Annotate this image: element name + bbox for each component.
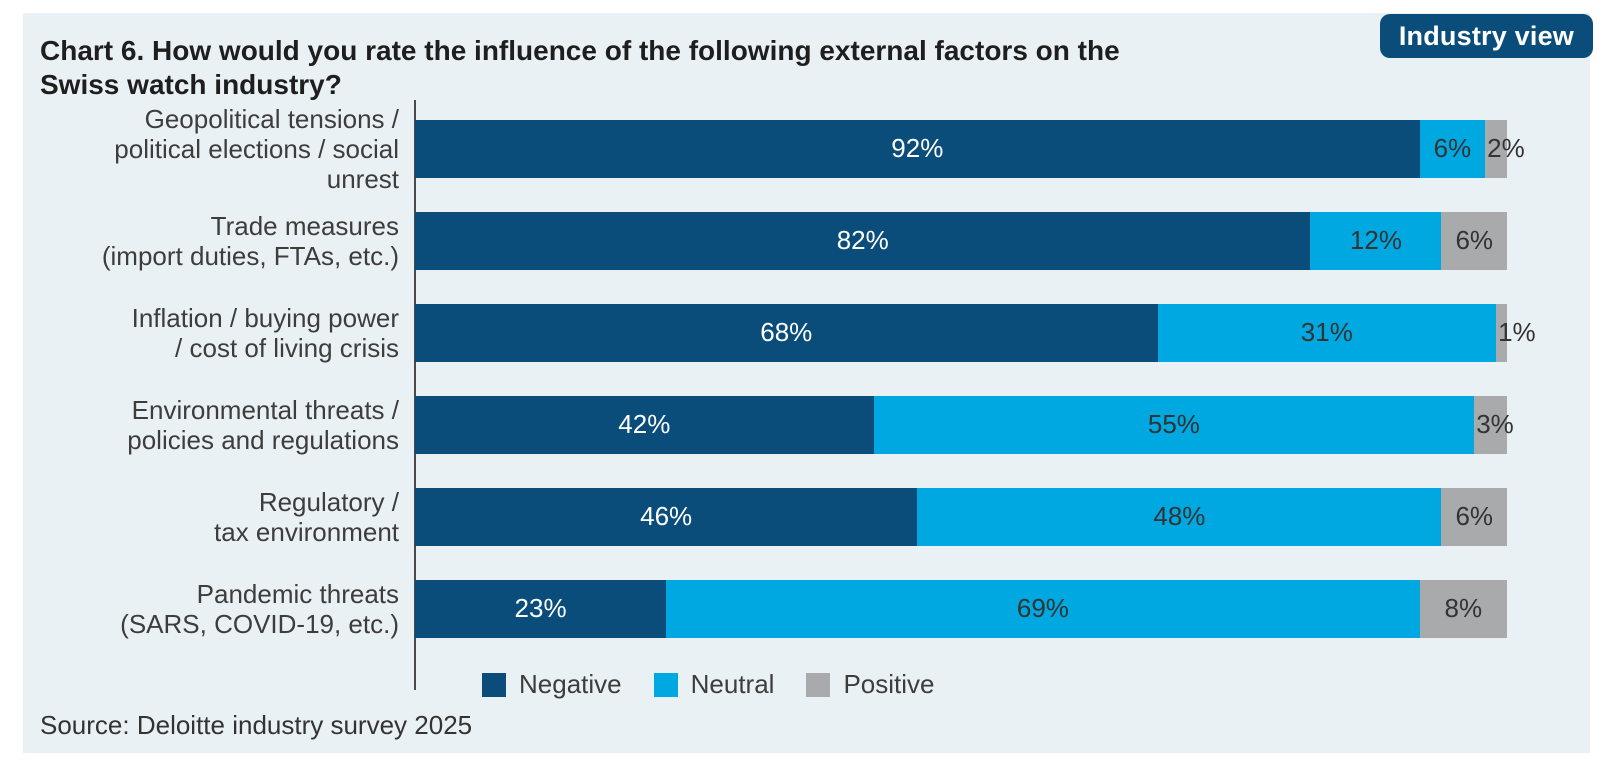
value-label: 69% [1016,592,1069,623]
bar-segment-negative: 82% [415,212,1311,270]
legend-label: Positive [843,669,935,699]
chart-card: Industry view Chart 6. How would you rat… [23,13,1593,753]
stacked-bar: 92% 6% 2% [415,120,1525,178]
chart-title: Chart 6. How would you rate the influenc… [40,34,1120,102]
bar-segment-positive: 8% [1419,580,1507,638]
category-label: Trade measures (import duties, FTAs, etc… [101,211,399,271]
value-label: 8% [1444,592,1483,623]
legend-label: Negative [519,669,622,699]
bar-segment-neutral: 31% [1157,304,1497,362]
chart-row: Pandemic threats (SARS, COVID-19, etc.) 2… [40,563,1507,655]
legend-swatch-negative [482,672,506,697]
chart-title-line-2: Swiss watch industry? [40,69,342,100]
bar-segment-neutral: 55% [873,396,1475,454]
category-label: Pandemic threats (SARS, COVID-19, etc.) [120,579,399,639]
bar-segment-negative: 42% [415,396,874,454]
stacked-bar: 46% 48% 6% [415,488,1507,546]
bar-segment-positive: 1% [1496,304,1536,362]
bar-segment-neutral: 48% [917,488,1442,546]
chart-title-line-1: Chart 6. How would you rate the influenc… [40,35,1120,66]
stacked-bar: 68% 31% 1% [415,304,1536,362]
value-label: 46% [640,500,693,531]
value-label: 2% [1487,132,1525,163]
category-label: Environmental threats / policies and reg… [127,395,399,455]
bar-segment-positive: 6% [1441,488,1507,546]
stacked-bar: 82% 12% 6% [415,212,1507,270]
chart-row: Regulatory / tax environment 46% 48% 6% [40,471,1507,563]
legend-swatch-neutral [653,672,678,697]
chart-row: Inflation / buying power / cost of livin… [40,287,1536,379]
value-label: 48% [1153,500,1206,531]
category-label: Inflation / buying power / cost of livin… [131,303,399,363]
bar-segment-negative: 46% [415,488,918,546]
legend-label: Neutral [690,669,775,699]
bar-segment-neutral: 6% [1419,120,1486,178]
stacked-bar: 23% 69% 8% [415,580,1507,638]
industry-view-badge: Industry view [1379,14,1593,58]
bar-segment-positive: 6% [1441,212,1507,270]
legend-swatch-positive [806,672,831,697]
value-label: 6% [1455,224,1494,255]
chart-legend: Negative Neutral Positive [482,669,935,700]
stacked-bar: 42% 55% 3% [415,396,1514,454]
value-label: 6% [1433,132,1472,163]
value-label: 6% [1455,500,1494,531]
value-label: 68% [760,316,813,347]
category-label: Geopolitical tensions / political electi… [114,104,399,194]
legend-item-negative: Negative [482,669,622,700]
stacked-bar-chart: Geopolitical tensions / political electi… [40,103,1536,655]
value-label: 31% [1300,316,1353,347]
category-label: Regulatory / tax environment [214,487,399,547]
value-label: 3% [1476,408,1514,439]
bar-segment-positive: 3% [1474,396,1514,454]
legend-item-positive: Positive [806,669,935,700]
bar-segment-negative: 92% [415,120,1420,178]
y-axis-line [414,100,416,690]
value-label: 92% [891,132,944,163]
legend-item-neutral: Neutral [653,669,775,700]
value-label: 1% [1498,316,1536,347]
value-label: 42% [618,408,671,439]
bar-segment-negative: 68% [415,304,1158,362]
value-label: 55% [1147,408,1200,439]
source-note: Source: Deloitte industry survey 2025 [40,710,473,740]
value-label: 82% [836,224,889,255]
bar-segment-neutral: 69% [666,580,1420,638]
bar-segment-neutral: 12% [1310,212,1442,270]
value-label: 12% [1349,224,1402,255]
chart-row: Trade measures (import duties, FTAs, etc… [40,195,1507,287]
chart-row: Geopolitical tensions / political electi… [40,103,1525,195]
value-label: 23% [514,592,567,623]
chart-row: Environmental threats / policies and reg… [40,379,1514,471]
bar-segment-negative: 23% [415,580,667,638]
bar-segment-positive: 2% [1485,120,1525,178]
